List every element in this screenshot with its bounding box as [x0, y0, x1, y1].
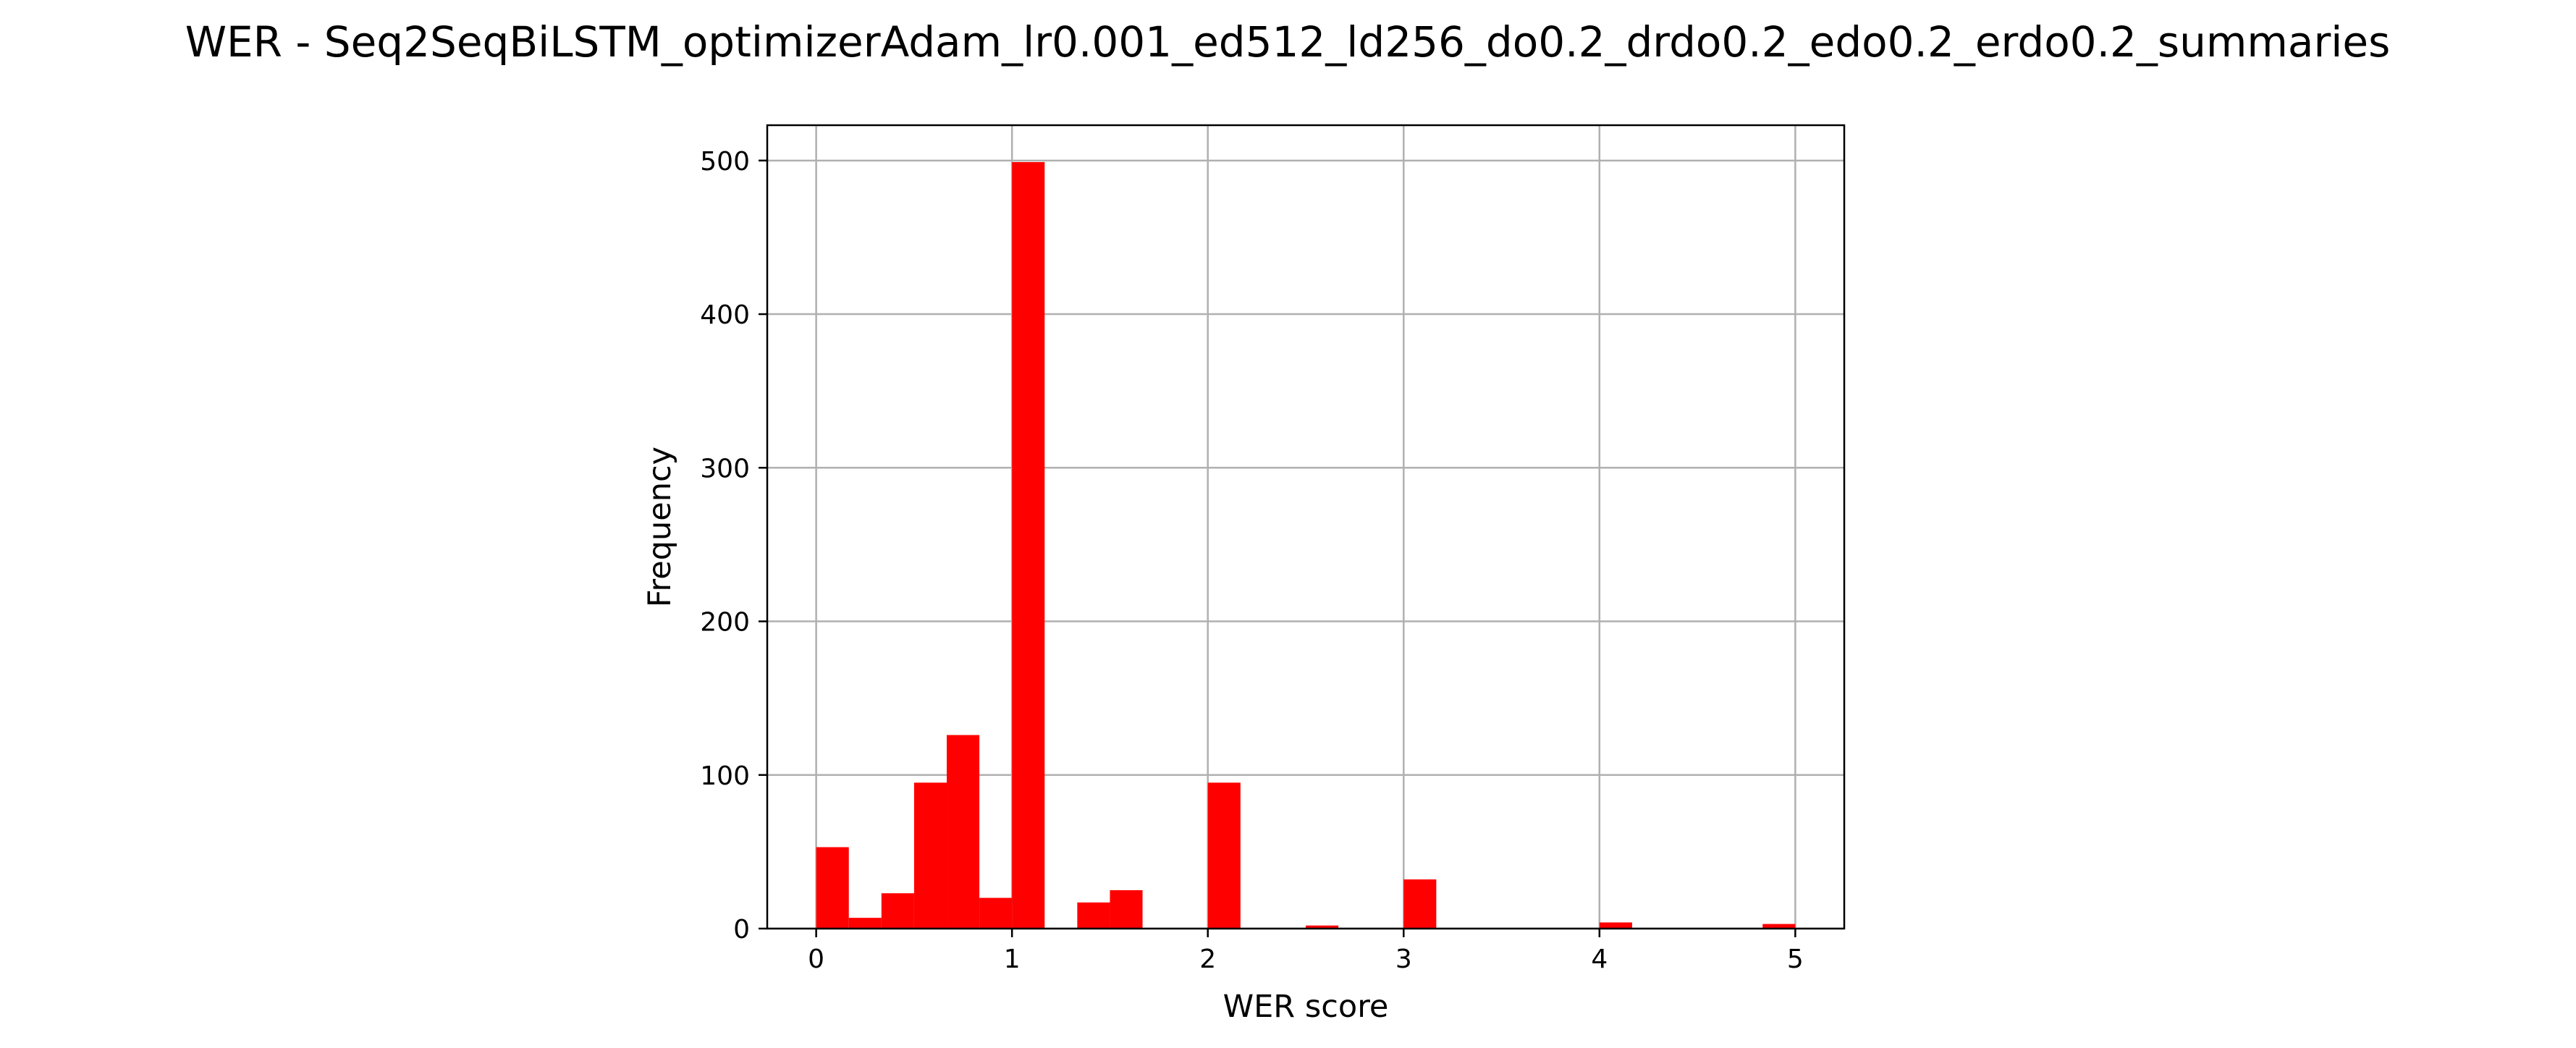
histogram-bar: [1599, 922, 1632, 929]
histogram-bar: [913, 782, 947, 929]
histogram-bar: [881, 893, 914, 929]
histogram-bar: [1077, 902, 1110, 929]
histogram-bars: [816, 161, 1796, 929]
y-tick-label: 300: [700, 454, 750, 483]
histogram-bar: [1207, 782, 1241, 929]
histogram-bar: [979, 897, 1013, 929]
y-axis-label: Frequency: [642, 447, 678, 607]
y-tick-label: 0: [733, 915, 750, 945]
x-tick-label: 4: [1591, 945, 1608, 974]
histogram-bar: [947, 735, 980, 929]
histogram-bar: [1762, 924, 1796, 929]
y-tick-label: 500: [700, 147, 750, 177]
chart-title: WER - Seq2SeqBiLSTM_optimizerAdam_lr0.00…: [185, 17, 2391, 67]
histogram-bar: [1306, 925, 1339, 929]
x-axis-label: WER score: [1223, 989, 1389, 1025]
y-tick-label: 400: [700, 300, 750, 330]
x-tick-label: 1: [1004, 945, 1021, 974]
histogram-bar: [1403, 879, 1437, 929]
y-tick-label: 200: [700, 608, 750, 638]
x-tick-label: 0: [808, 945, 824, 974]
plot-frame: [766, 124, 1846, 930]
x-tick-label: 5: [1787, 945, 1804, 974]
histogram-bar: [1012, 161, 1045, 929]
histogram-bar: [1110, 889, 1143, 929]
x-tick-label: 3: [1395, 945, 1412, 974]
x-tick-label: 2: [1199, 945, 1216, 974]
histogram-bar: [848, 918, 882, 929]
histogram-bar: [816, 847, 849, 929]
y-tick-label: 100: [700, 761, 750, 791]
axis-ticks: 0 1 2 3 4 5 0 100 200 300 400 500: [700, 147, 1804, 974]
